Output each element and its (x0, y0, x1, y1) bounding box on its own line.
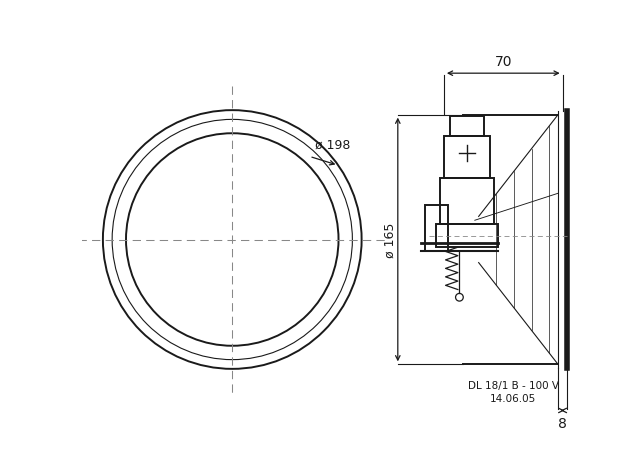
Bar (437, 225, 498, 248)
Text: DL 18/1 B - 100 V: DL 18/1 B - 100 V (468, 380, 559, 390)
Bar (444, 136, 490, 178)
Text: ø 165: ø 165 (384, 222, 397, 258)
Bar (450, 117, 484, 136)
Text: ø 198: ø 198 (315, 139, 350, 152)
Text: 8: 8 (558, 416, 567, 430)
Text: 70: 70 (495, 55, 512, 69)
Bar (440, 178, 494, 225)
Text: 14.06.05: 14.06.05 (490, 393, 536, 403)
Bar (425, 206, 448, 251)
